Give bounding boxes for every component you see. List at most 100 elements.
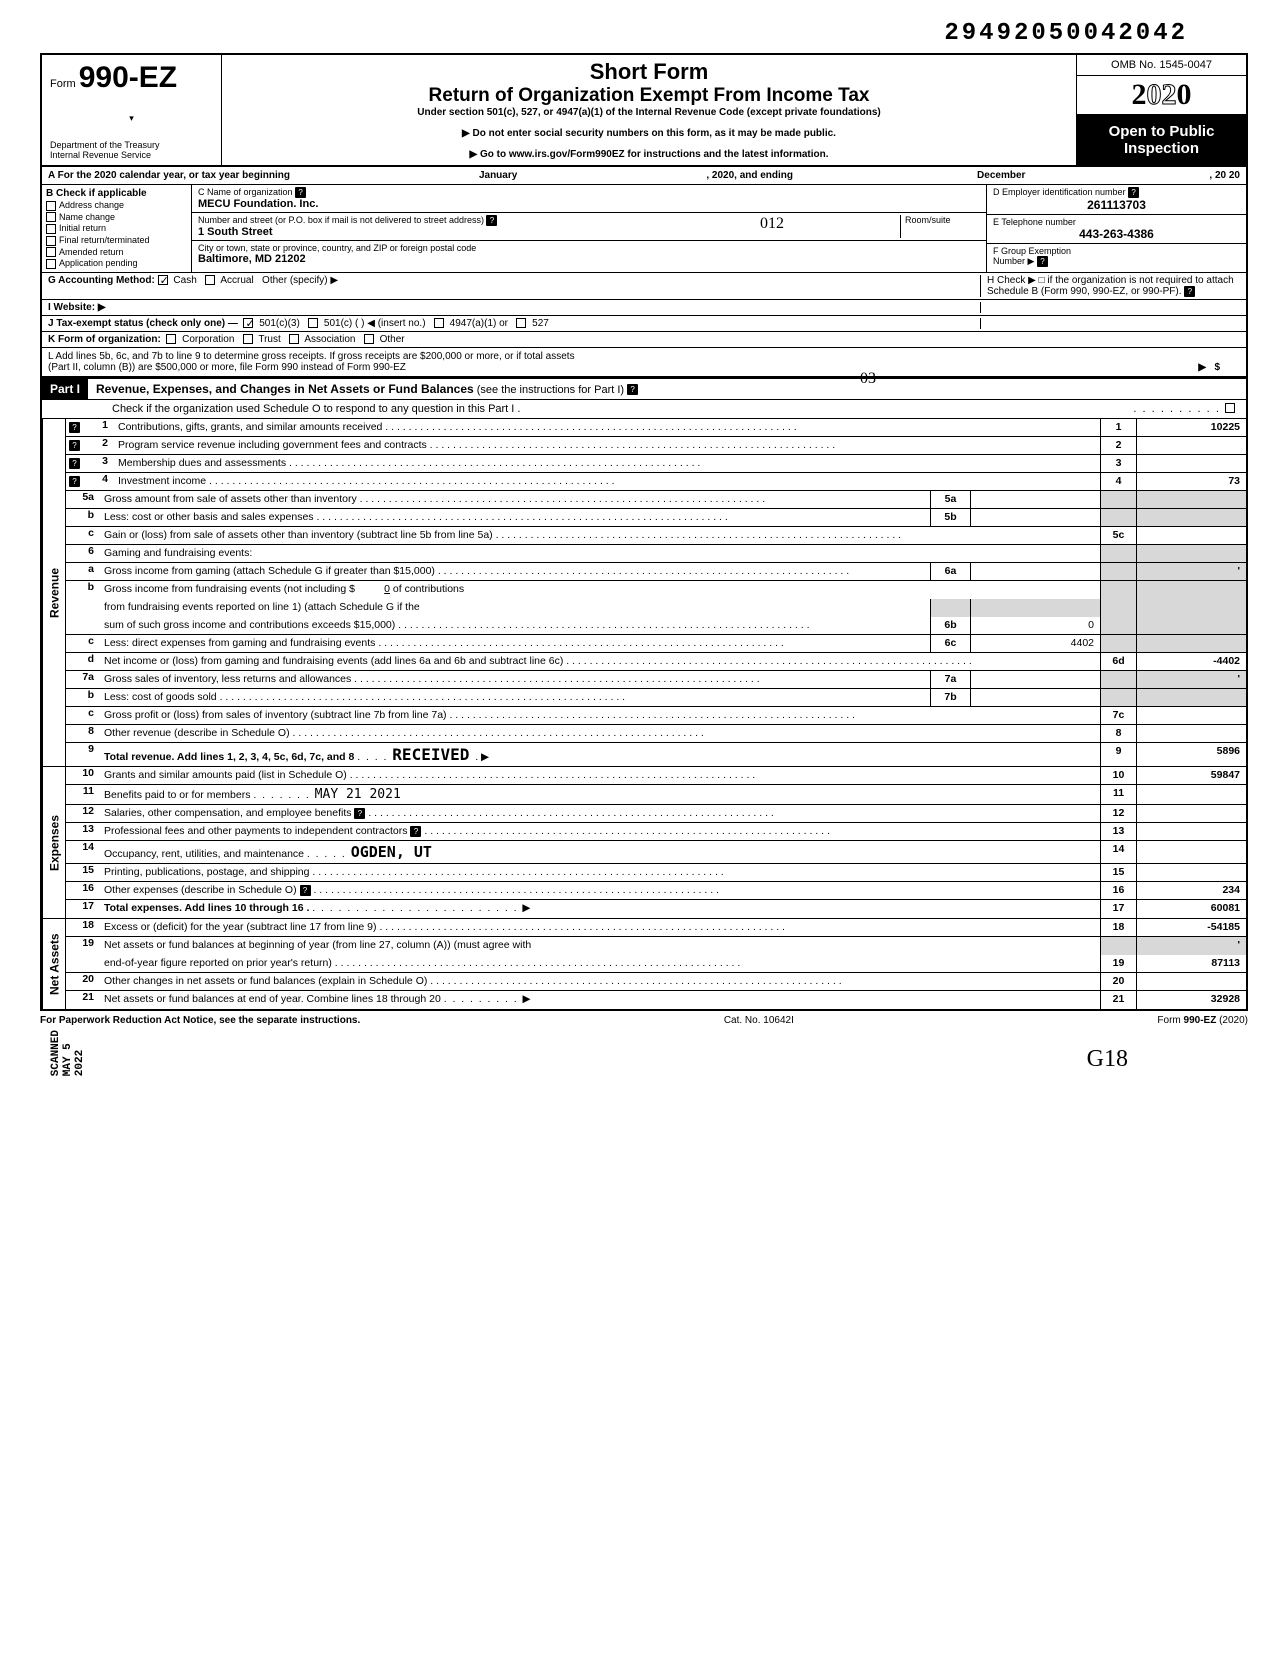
line-9-amt: 5896 — [1136, 743, 1246, 766]
city-state-zip: Baltimore, MD 21202 — [198, 253, 306, 265]
line-18-desc: Excess or (deficit) for the year (subtra… — [100, 919, 1100, 936]
line-6c-desc: Less: direct expenses from gaming and fu… — [100, 635, 930, 652]
shade-cell — [1100, 491, 1136, 508]
help-icon[interactable]: ? — [69, 440, 80, 451]
line-9-outno: 9 — [1100, 743, 1136, 766]
tax-year: 2020 — [1077, 76, 1246, 115]
line-7c-outno: 7c — [1100, 707, 1136, 724]
checkbox-schedule-o[interactable] — [1225, 403, 1235, 413]
checkbox-amended[interactable] — [46, 247, 56, 257]
line-11-num: 11 — [66, 785, 100, 804]
line-15-num: 15 — [66, 864, 100, 881]
line-7b-desc: Less: cost of goods sold — [100, 689, 930, 706]
ein-value: 261113703 — [993, 198, 1240, 212]
line-10-amt: 59847 — [1136, 767, 1246, 784]
label-amended: Amended return — [59, 247, 124, 257]
checkbox-other[interactable] — [364, 334, 374, 344]
line-5a-inno: 5a — [930, 491, 970, 508]
help-icon[interactable]: ? — [1037, 256, 1048, 267]
line-6c-num: c — [66, 635, 100, 652]
help-icon[interactable]: ? — [69, 422, 80, 433]
line-12-amt — [1136, 805, 1246, 822]
checkbox-association[interactable] — [289, 334, 299, 344]
line-6b-inamt: 0 — [970, 617, 1100, 634]
open-to-public: Open to Public — [1081, 123, 1242, 140]
checkbox-pending[interactable] — [46, 259, 56, 269]
checkbox-cash[interactable] — [158, 275, 168, 285]
line-8-outno: 8 — [1100, 725, 1136, 742]
part-1-table: Revenue ?1Contributions, gifts, grants, … — [40, 419, 1248, 1011]
help-icon[interactable]: ? — [410, 826, 421, 837]
line-6b-desc2: from fundraising events reported on line… — [100, 599, 930, 617]
help-icon[interactable]: ? — [486, 215, 497, 226]
line-15-outno: 15 — [1100, 864, 1136, 881]
help-icon[interactable]: ? — [627, 384, 638, 395]
label-other: Other — [380, 334, 405, 345]
help-icon[interactable]: ? — [295, 187, 306, 198]
checkbox-527[interactable] — [516, 318, 526, 328]
line-6d-num: d — [66, 653, 100, 670]
line-18-amt: -54185 — [1136, 919, 1246, 936]
line-2-outno: 2 — [1100, 437, 1136, 454]
row-j-tax-exempt: J Tax-exempt status (check only one) — 5… — [40, 316, 1248, 332]
shade-cell — [1100, 635, 1136, 652]
row-a-2020: , 2020, and ending — [706, 170, 793, 181]
line-7b-num: b — [66, 689, 100, 706]
shade-cell — [1100, 581, 1136, 599]
year-0: 0 — [1177, 78, 1192, 111]
line-1-outno: 1 — [1100, 419, 1136, 436]
checkbox-501c[interactable] — [308, 318, 318, 328]
line-7b-inno: 7b — [930, 689, 970, 706]
line-9-num: 9 — [66, 743, 100, 766]
line-16-desc: Other expenses (describe in Schedule O) — [104, 884, 297, 896]
line-19-desc2: end-of-year figure reported on prior yea… — [100, 955, 1100, 972]
line-3-num: 3 — [80, 455, 114, 472]
checkbox-4947[interactable] — [434, 318, 444, 328]
label-number-arrow: Number ▶ — [993, 256, 1034, 266]
line-19-desc1: Net assets or fund balances at beginning… — [100, 937, 1100, 955]
line-1-desc: Contributions, gifts, grants, and simila… — [114, 419, 1100, 436]
line-6b-desc1: Gross income from fundraising events (no… — [100, 581, 1100, 599]
line-8-amt — [1136, 725, 1246, 742]
row-g-h: G Accounting Method: Cash Accrual Other … — [40, 273, 1248, 300]
label-501c3: 501(c)(3) — [259, 318, 300, 329]
help-icon[interactable]: ? — [1184, 286, 1195, 297]
part-1-header-row: Part I Revenue, Expenses, and Changes in… — [40, 378, 1248, 400]
label-group-exemption: F Group Exemption — [993, 246, 1071, 256]
line-7a-inno: 7a — [930, 671, 970, 688]
line-5b-desc: Less: cost or other basis and sales expe… — [100, 509, 930, 526]
line-6d-amt: -4402 — [1136, 653, 1246, 670]
checkbox-address-change[interactable] — [46, 201, 56, 211]
help-icon[interactable]: ? — [69, 458, 80, 469]
label-h-schedule-b: H Check ▶ □ if the organization is not r… — [987, 275, 1234, 297]
checkbox-corporation[interactable] — [166, 334, 176, 344]
help-icon[interactable]: ? — [354, 808, 365, 819]
line-15-desc: Printing, publications, postage, and shi… — [100, 864, 1100, 881]
label-pending: Application pending — [59, 258, 138, 268]
line-11-amt — [1136, 785, 1246, 804]
line-21-num: 21 — [66, 991, 100, 1009]
shade-cell — [1100, 617, 1136, 634]
line-19-outno: 19 — [1100, 955, 1136, 972]
checkbox-accrual[interactable] — [205, 275, 215, 285]
checkbox-501c3[interactable] — [243, 318, 253, 328]
line-5b-inno: 5b — [930, 509, 970, 526]
line-20-desc: Other changes in net assets or fund bala… — [100, 973, 1100, 990]
row-a-tax-year: A For the 2020 calendar year, or tax yea… — [40, 167, 1248, 185]
label-city: City or town, state or province, country… — [198, 243, 476, 253]
help-icon[interactable]: ? — [69, 476, 80, 487]
stamp-date: MAY 21 2021 — [315, 787, 401, 802]
checkbox-trust[interactable] — [243, 334, 253, 344]
line-4-desc: Investment income — [114, 473, 1100, 490]
help-icon[interactable]: ? — [1128, 187, 1139, 198]
sidelabel-expenses: Expenses — [42, 767, 66, 918]
line-14-num: 14 — [66, 841, 100, 863]
form-word: Form — [50, 78, 76, 90]
part-1-title: Revenue, Expenses, and Changes in Net As… — [96, 382, 474, 396]
inspection: Inspection — [1081, 140, 1242, 157]
checkbox-name-change[interactable] — [46, 212, 56, 222]
checkbox-initial-return[interactable] — [46, 224, 56, 234]
line-15-amt — [1136, 864, 1246, 881]
checkbox-final-return[interactable] — [46, 236, 56, 246]
help-icon[interactable]: ? — [300, 885, 311, 896]
